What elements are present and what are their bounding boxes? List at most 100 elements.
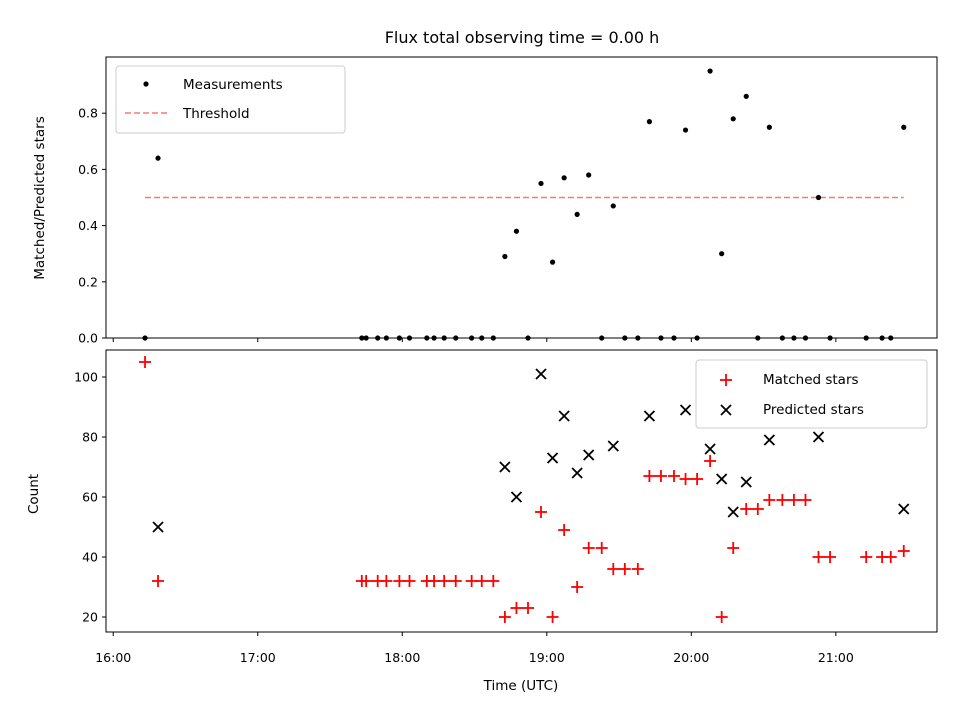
measurement-point [707, 68, 713, 74]
legend-predicted-label: Predicted stars [763, 402, 864, 418]
bottom-y-tick-label: 80 [82, 430, 98, 445]
matched-star-point [691, 473, 704, 485]
matched-star-point [438, 575, 451, 587]
matched-star-point [776, 494, 789, 506]
matched-star-point [751, 503, 764, 515]
matched-star-point [139, 356, 152, 368]
matched-star-point [679, 473, 692, 485]
measurement-point [513, 228, 520, 234]
matched-star-point [403, 575, 416, 587]
measurement-point [574, 211, 580, 217]
measurement-point [719, 251, 725, 257]
measurement-point [502, 253, 508, 260]
predicted-star-point [152, 521, 164, 533]
bottom-x-tick-label: 17:00 [240, 650, 276, 665]
matched-star-point [799, 494, 812, 506]
measurement-point [743, 93, 749, 99]
matched-star-point [380, 575, 393, 587]
bottom-x-axis: 16:00 17:00 18:00 19:00 20:00 21:00 [95, 632, 854, 665]
matched-star-point [860, 551, 873, 563]
predicted-star-point [716, 473, 728, 485]
bottom-legend-box [695, 359, 928, 429]
predicted-star-point [571, 467, 583, 479]
bottom-x-tick-label: 21:00 [818, 650, 854, 665]
top-x-axis [112, 338, 837, 342]
bottom-panel-marks [139, 356, 910, 623]
predicted-star-point [679, 404, 692, 416]
matched-star-point [595, 542, 608, 554]
predicted-star-point [583, 449, 595, 461]
matched-star-point [582, 542, 595, 554]
matched-star-point [449, 575, 462, 587]
measurement-point [815, 194, 822, 201]
matched-star-point [571, 581, 584, 593]
bottom-x-tick-label: 16:00 [95, 650, 131, 665]
legend-matched-marker [720, 374, 732, 386]
matched-star-point [824, 551, 837, 563]
matched-star-point [740, 503, 753, 515]
matched-star-point [152, 575, 165, 587]
bottom-x-axis-label: Time (UTC) [483, 678, 559, 694]
bottom-y-axis-label: Count [26, 474, 42, 514]
top-legend-box [115, 65, 346, 134]
measurement-point [766, 124, 772, 130]
measurement-point [549, 259, 556, 265]
bottom-y-tick-label: 100 [74, 370, 98, 385]
matched-star-point [535, 506, 548, 518]
matched-star-point [510, 602, 523, 614]
matched-star-point [643, 470, 656, 482]
matched-star-point [884, 551, 897, 563]
predicted-star-point [763, 434, 775, 446]
top-y-tick-label: 0.2 [78, 274, 98, 289]
predicted-star-point [546, 452, 559, 464]
legend-threshold-label: Threshold [182, 106, 250, 122]
predicted-star-point [727, 506, 739, 518]
legend-measurements-marker [143, 81, 149, 87]
matched-star-point [763, 494, 776, 506]
measurement-point [561, 175, 567, 181]
bottom-y-axis: 20 40 60 80 100 [74, 370, 106, 625]
chart-title: Flux total observing time = 0.00 h [385, 28, 660, 47]
top-y-axis-label: Matched/Predicted stars [32, 116, 48, 279]
matched-star-point [475, 575, 488, 587]
matched-star-point [607, 563, 620, 575]
top-plot-frame [105, 56, 938, 339]
predicted-star-point [535, 368, 547, 380]
predicted-star-point [499, 461, 511, 473]
predicted-star-point [558, 410, 570, 422]
matched-star-point [558, 524, 571, 536]
matched-star-point [465, 575, 478, 587]
bottom-y-tick-label: 40 [82, 550, 98, 565]
top-y-tick-label: 0.0 [78, 331, 98, 346]
measurement-point [538, 180, 544, 187]
matched-star-point [897, 545, 910, 557]
predicted-star-point [510, 491, 523, 503]
matched-star-point [618, 563, 631, 575]
measurement-point [610, 203, 616, 209]
predicted-star-point [607, 440, 619, 452]
measurement-point [682, 127, 689, 133]
matched-star-point [787, 494, 800, 506]
matched-star-point [522, 602, 535, 614]
matched-star-point [715, 611, 728, 623]
measurement-point [155, 155, 161, 161]
predicted-star-point [740, 476, 752, 488]
matched-star-point [393, 575, 406, 587]
matched-star-point [498, 611, 511, 623]
matched-star-point [667, 470, 680, 482]
measurement-point [586, 172, 592, 178]
matched-star-point [727, 542, 740, 554]
bottom-plot-frame [105, 349, 938, 633]
bottom-x-tick-label: 19:00 [529, 650, 565, 665]
measurement-point [646, 119, 653, 125]
bottom-y-tick-label: 20 [82, 610, 98, 625]
matched-star-point [812, 551, 825, 563]
bottom-legend: Matched stars Predicted stars [695, 359, 928, 429]
bottom-x-tick-label: 20:00 [673, 650, 709, 665]
predicted-star-point [643, 410, 656, 422]
top-y-tick-label: 0.8 [78, 106, 98, 121]
bottom-y-tick-label: 60 [82, 490, 98, 505]
top-y-tick-label: 0.4 [78, 218, 98, 233]
predicted-star-point [898, 503, 910, 515]
legend-matched-label: Matched stars [763, 372, 859, 388]
